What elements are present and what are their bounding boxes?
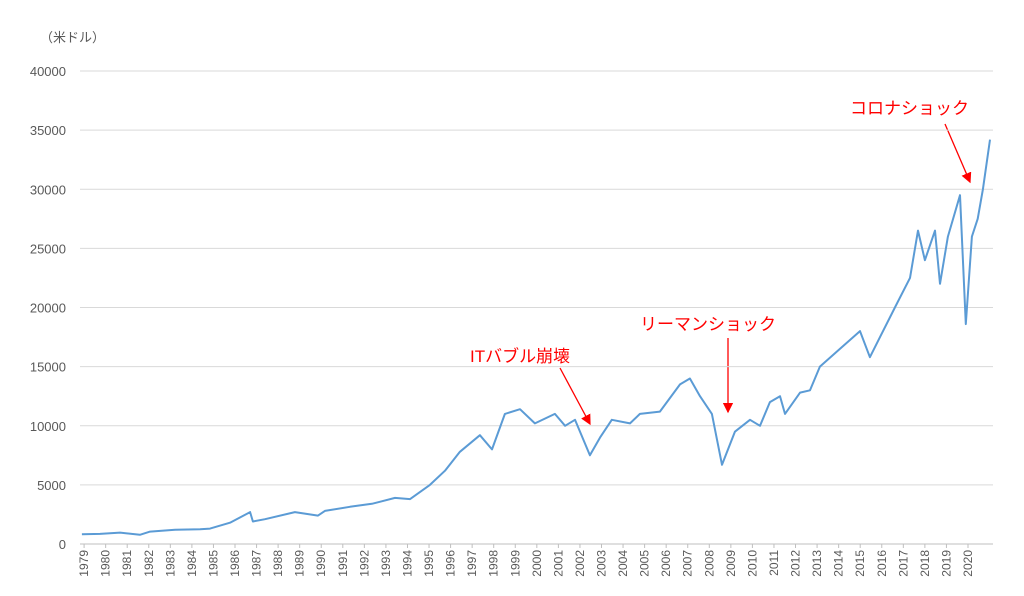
x-tick-label: 1985 [206,550,220,577]
x-tick-label: 2011 [767,550,781,576]
x-tick-label: 2020 [961,550,975,577]
annotation: コロナショック [850,99,969,118]
annotation-arrow [944,123,972,184]
x-tick-label: 2009 [724,550,738,577]
x-tick-label: 1993 [379,550,393,577]
x-tick-label: 1991 [336,550,350,577]
x-tick-label: 2010 [745,550,759,577]
x-tick-label: 2001 [551,550,565,577]
x-tick-label: 1988 [271,550,285,577]
x-tick-label: 1995 [422,550,436,577]
y-tick-label: 35000 [30,123,66,138]
x-tick-label: 2013 [810,550,824,577]
annotation-arrow [559,367,591,426]
x-tick-label: 1996 [444,550,458,577]
x-tick-label: 1984 [185,550,199,577]
y-tick-label: 10000 [30,419,66,434]
x-tick-label: 2012 [789,550,803,577]
y-tick-label: 20000 [30,301,66,316]
x-tick-label: 1979 [77,550,91,577]
x-tick-label: 1992 [357,550,371,577]
x-tick-label: 2003 [594,550,608,577]
x-tick-label: 2015 [853,550,867,577]
x-tick-label: 2004 [616,550,630,577]
x-tick-label: 1990 [314,550,328,577]
x-tick-label: 2002 [573,550,587,577]
x-tick-label: 1997 [465,550,479,577]
x-tick-label: 1980 [99,550,113,577]
x-tick-label: 2006 [659,550,673,577]
x-tick-label: 2014 [832,550,846,577]
x-tick-label: 2005 [638,550,652,577]
x-tick-label: 2000 [530,550,544,577]
x-tick-label: 1989 [293,550,307,577]
x-tick-label: 2008 [702,550,716,577]
annotation: ITバブル崩壊 [470,346,570,366]
x-tick-label: 1994 [400,550,414,577]
y-tick-label: 40000 [30,64,66,79]
y-tick-label: 25000 [30,241,66,256]
x-tick-label: 1987 [250,550,264,577]
x-tick-label: 1983 [163,550,177,577]
x-tick-label: 2016 [875,550,889,577]
x-tick-label: 1999 [508,550,522,577]
line-series [81,139,991,536]
x-tick-label: 2007 [681,550,695,577]
y-tick-label: 30000 [30,182,66,197]
x-tick-label: 2019 [939,550,953,577]
x-tick-label: 1986 [228,550,242,577]
x-tick-label: 1981 [120,550,134,577]
annotation: リーマンショック [640,315,776,334]
x-tick-label: 2017 [896,550,910,577]
x-tick-label: 1982 [142,550,156,577]
y-tick-label: 5000 [37,478,66,493]
x-tick-label: 2018 [918,550,932,577]
y-tick-label: 15000 [30,360,66,375]
x-tick-label: 1998 [487,550,501,577]
y-tick-label: 0 [59,537,66,552]
y-axis-unit: （米ドル） [40,30,105,45]
